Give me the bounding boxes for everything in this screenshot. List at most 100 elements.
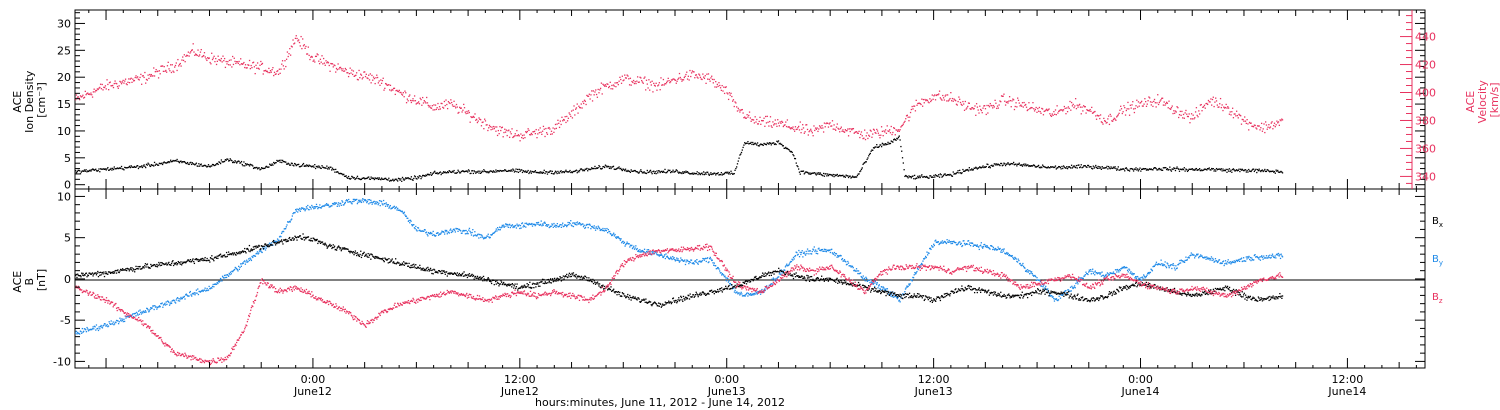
by-point <box>855 270 857 272</box>
by-point <box>1051 296 1054 298</box>
by-point <box>319 207 322 209</box>
velocity-point <box>116 83 118 85</box>
velocity-point <box>904 120 906 123</box>
by-point <box>454 231 457 233</box>
density-point <box>890 140 892 142</box>
density-point <box>1058 165 1060 168</box>
by-point <box>258 252 260 254</box>
velocity-point <box>875 132 877 134</box>
by-point <box>1125 266 1127 269</box>
velocity-point <box>525 131 528 134</box>
velocity-point <box>364 75 367 78</box>
by-point <box>963 240 965 242</box>
by-point <box>636 247 638 250</box>
density-point <box>1112 166 1115 168</box>
by-point <box>1241 260 1243 263</box>
by-point <box>229 271 232 273</box>
density-point <box>302 163 304 166</box>
velocity-point <box>1178 116 1180 119</box>
by-point <box>342 201 344 203</box>
density-point <box>760 143 763 146</box>
density-point <box>317 166 319 169</box>
velocity-point <box>553 131 555 134</box>
by-point <box>753 292 756 295</box>
by-point <box>1174 269 1176 271</box>
density-point <box>491 170 493 173</box>
by-point <box>424 229 426 231</box>
velocity-point <box>649 89 651 91</box>
velocity-point <box>1161 97 1164 99</box>
density-point <box>540 172 542 174</box>
velocity-point <box>903 121 905 124</box>
bx-point <box>158 261 160 264</box>
density-point <box>442 172 444 174</box>
velocity-point <box>291 46 293 48</box>
density-point <box>1054 165 1057 167</box>
velocity-point <box>1209 101 1211 103</box>
density-point <box>1010 162 1012 165</box>
bx-point <box>156 263 158 266</box>
by-point <box>624 245 626 247</box>
density-point <box>276 159 278 162</box>
by-point <box>1135 277 1137 279</box>
density-point <box>969 169 971 171</box>
by-point <box>634 247 636 249</box>
density-point <box>1143 168 1145 170</box>
density-point <box>324 167 326 169</box>
by-point <box>488 236 490 238</box>
velocity-point <box>1135 105 1137 107</box>
by-point <box>480 234 483 236</box>
velocity-point <box>142 75 144 77</box>
by-point <box>888 293 890 295</box>
velocity-point <box>1186 113 1188 115</box>
velocity-point <box>804 131 806 133</box>
density-point <box>1231 171 1233 173</box>
density-point <box>95 168 97 170</box>
velocity-point <box>387 84 389 86</box>
density-point <box>767 142 769 144</box>
by-point <box>366 200 369 203</box>
velocity-point <box>827 126 830 128</box>
density-point <box>564 170 566 173</box>
density-point <box>95 170 98 172</box>
density-point <box>599 166 601 168</box>
density-point <box>310 166 313 168</box>
density-point <box>967 170 970 172</box>
by-point <box>167 300 169 303</box>
velocity-point <box>913 105 916 107</box>
density-point <box>154 164 157 166</box>
by-point <box>576 224 578 226</box>
velocity-point <box>523 134 525 136</box>
density-point <box>918 175 921 177</box>
density-point <box>664 168 666 171</box>
density-point <box>1196 169 1198 171</box>
velocity-point <box>596 96 599 98</box>
density-point <box>616 168 618 170</box>
density-point <box>786 147 789 150</box>
by-point <box>806 252 808 255</box>
by-point <box>872 283 874 285</box>
velocity-point <box>1052 114 1054 116</box>
density-point <box>935 174 937 177</box>
density-point <box>223 160 226 163</box>
density-point <box>235 161 237 163</box>
velocity-point <box>457 112 459 114</box>
bx-point <box>90 273 92 275</box>
density-point <box>744 143 747 145</box>
velocity-point <box>318 60 320 62</box>
velocity-point <box>1038 106 1041 109</box>
velocity-point <box>109 81 111 83</box>
density-point <box>1202 169 1205 171</box>
density-point <box>1279 171 1281 173</box>
by-point <box>433 234 435 236</box>
by-point <box>914 273 917 275</box>
by-point <box>360 201 362 203</box>
density-point <box>542 171 545 174</box>
density-point <box>215 164 217 166</box>
velocity-point <box>1112 118 1115 121</box>
by-point <box>137 314 139 316</box>
velocity-point <box>738 109 740 111</box>
by-point <box>77 331 79 334</box>
by-point <box>796 254 799 256</box>
density-point <box>460 170 462 173</box>
